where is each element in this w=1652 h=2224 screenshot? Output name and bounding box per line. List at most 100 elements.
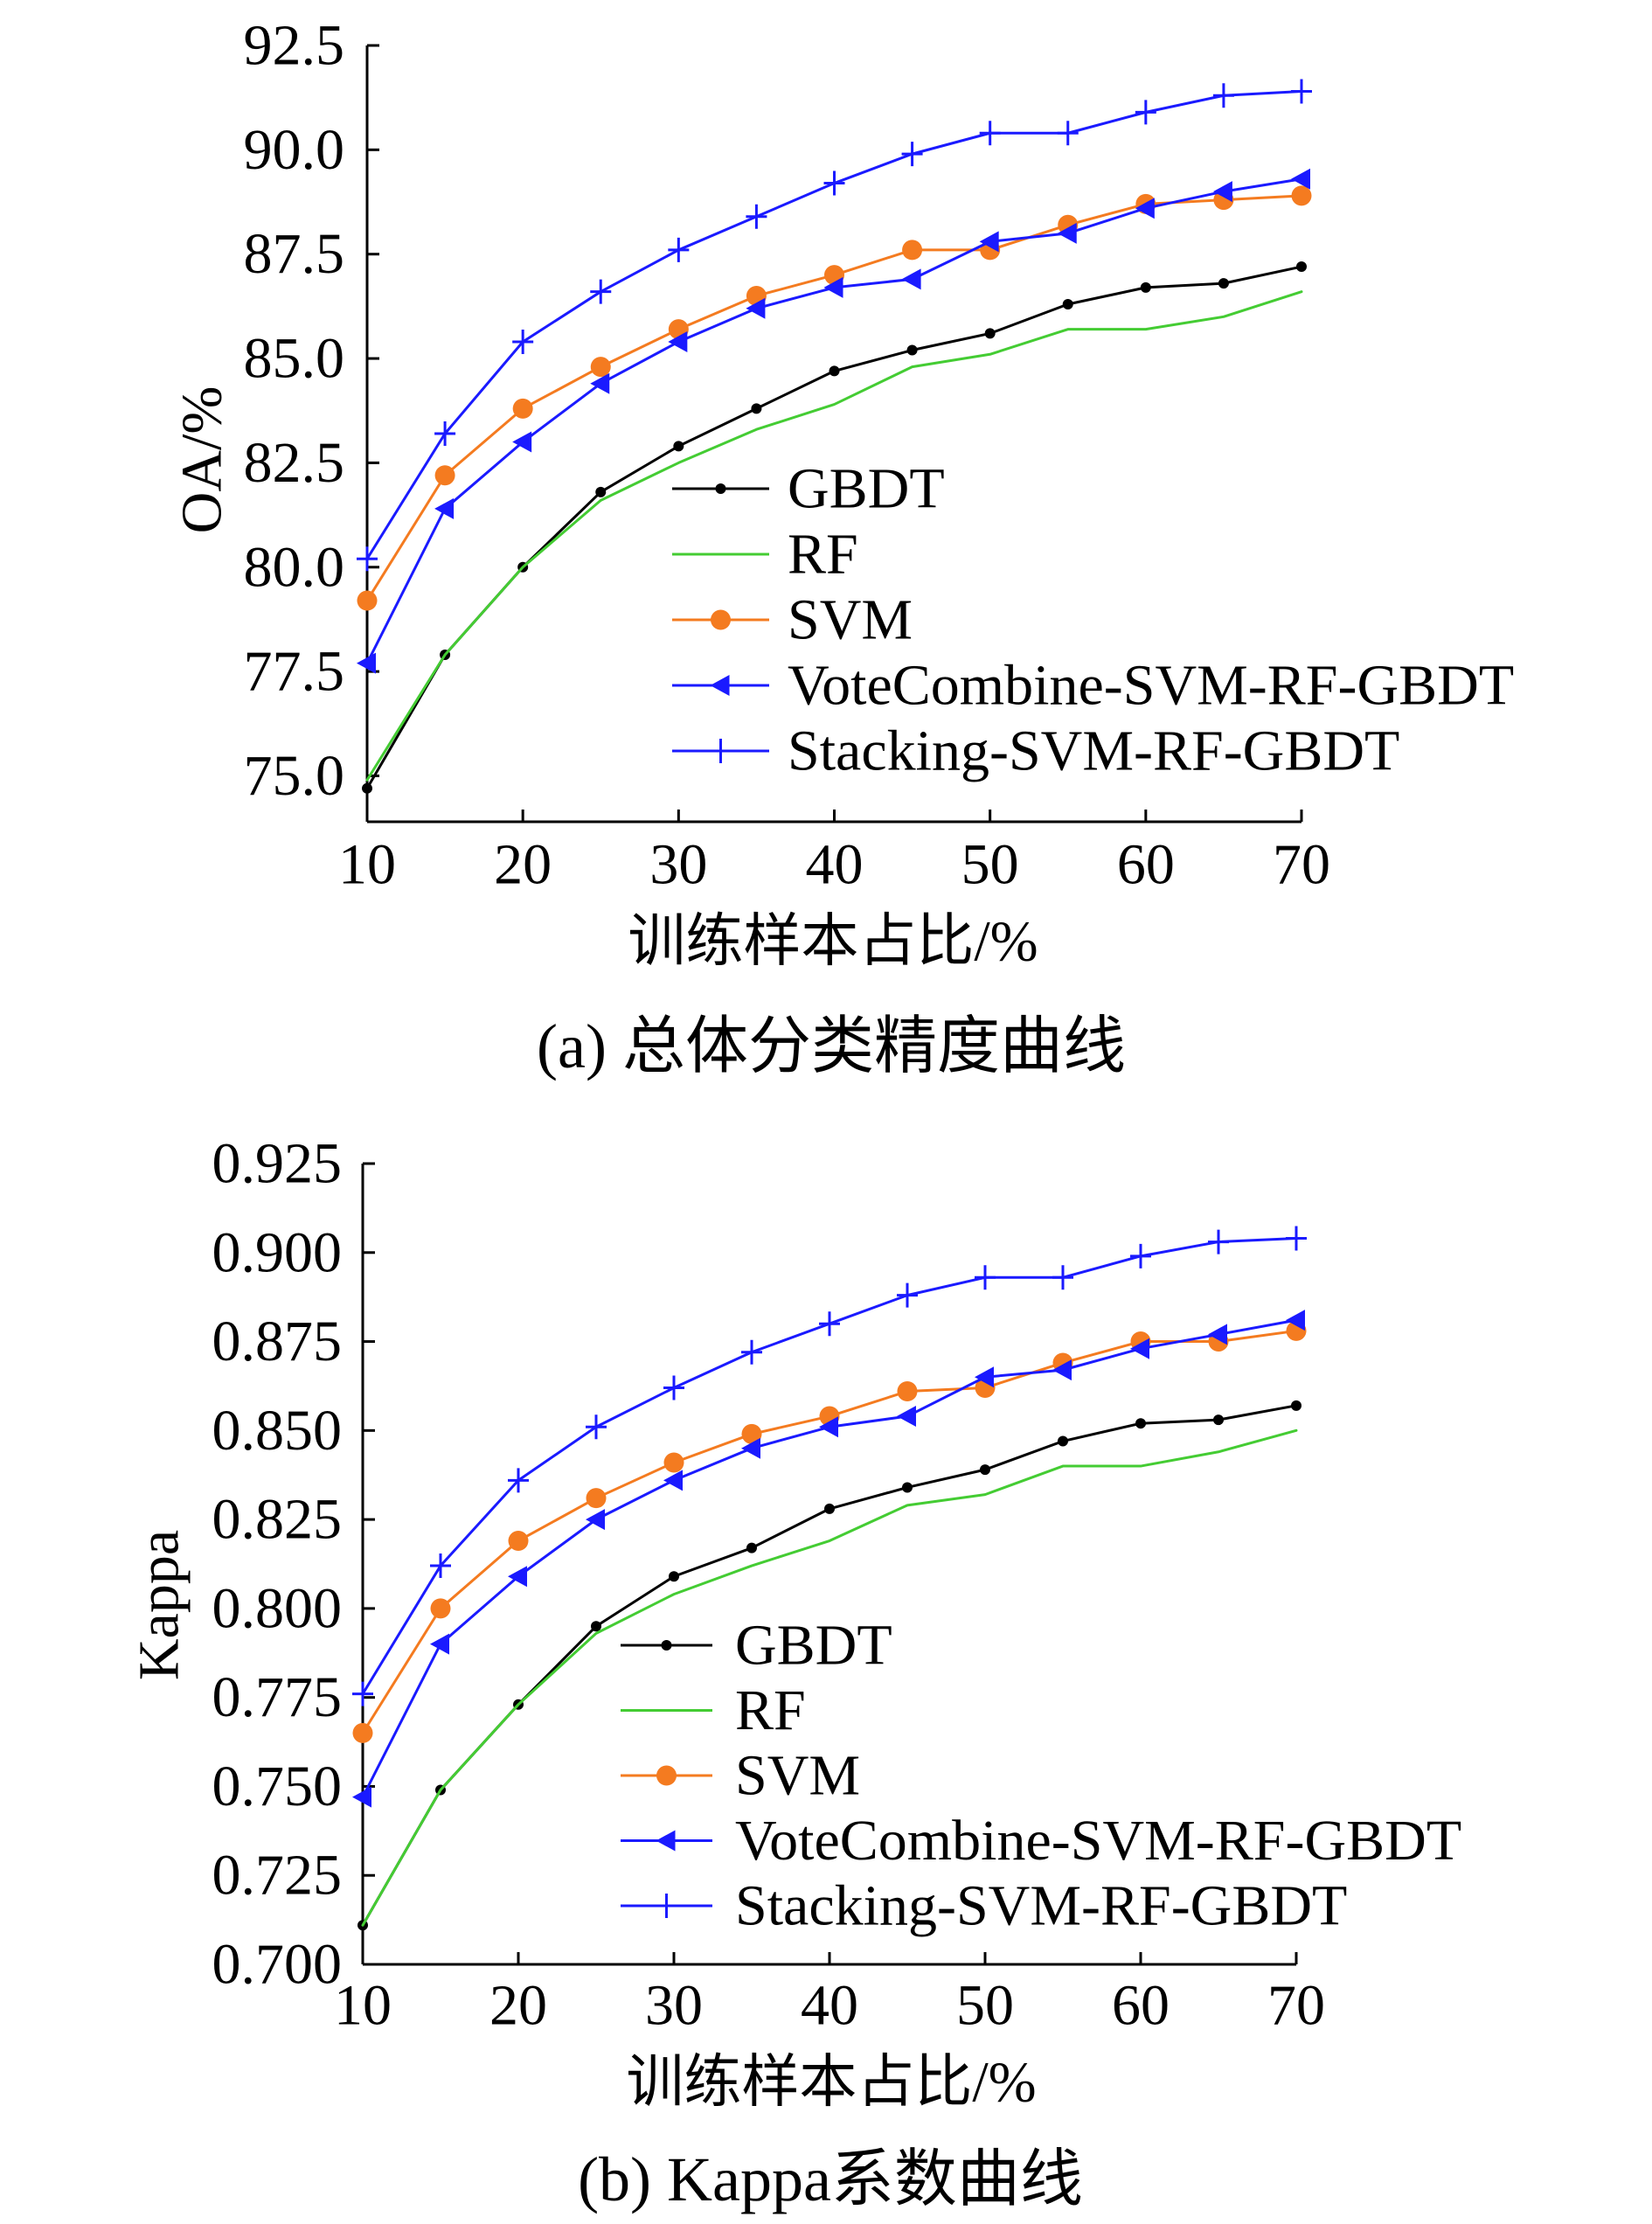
legend-marker-gbdt: [662, 1640, 672, 1651]
x-tick-label: 60: [1117, 833, 1175, 897]
y-tick-label: 77.5: [244, 640, 345, 704]
point-gbdt-35: [746, 1543, 757, 1553]
point-svm-30: [664, 1452, 684, 1472]
point-stacking-svm-rf-gbdt-45: [897, 1283, 918, 1308]
legend-marker-votecombine-svm-rf-gbdt: [656, 1831, 676, 1852]
legend-label-votecombine-svm-rf-gbdt: VoteCombine-SVM-RF-GBDT: [735, 1809, 1461, 1873]
point-gbdt-60: [1141, 282, 1151, 293]
point-gbdt-50: [985, 328, 996, 338]
x-tick-label: 40: [801, 1974, 858, 2038]
legend-marker-svm: [656, 1766, 677, 1786]
point-svm-20: [509, 1531, 529, 1551]
y-tick-label: 75.0: [244, 744, 345, 808]
legend-marker-stacking-svm-rf-gbdt: [711, 739, 732, 763]
point-gbdt-55: [1058, 1436, 1068, 1447]
point-svm-10: [357, 590, 378, 610]
y-tick-label: 0.825: [212, 1488, 343, 1552]
point-stacking-svm-rf-gbdt-45: [902, 142, 923, 166]
point-stacking-svm-rf-gbdt-65: [1213, 83, 1234, 108]
x-tick-label: 20: [489, 1974, 547, 2038]
legend-label-votecombine-svm-rf-gbdt: VoteCombine-SVM-RF-GBDT: [788, 654, 1514, 718]
legend: GBDTRFSVMVoteCombine-SVM-RF-GBDTStacking…: [672, 457, 1514, 783]
point-votecombine-svm-rf-gbdt-15: [430, 1634, 449, 1655]
legend-marker-votecombine-svm-rf-gbdt: [711, 675, 730, 696]
point-stacking-svm-rf-gbdt-40: [819, 1311, 840, 1336]
y-tick-label: 0.775: [212, 1665, 343, 1729]
legend-label-stacking-svm-rf-gbdt: Stacking-SVM-RF-GBDT: [788, 719, 1399, 783]
point-gbdt-65: [1218, 278, 1229, 288]
legend-label-rf: RF: [735, 1678, 806, 1742]
x-axis-label: 训练样本占比/%: [626, 2051, 1036, 2115]
point-svm-15: [435, 465, 455, 485]
point-gbdt-45: [907, 345, 918, 356]
point-svm-10: [353, 1723, 373, 1743]
y-axis-label: Kappa: [128, 1530, 191, 1680]
y-tick-label: 0.750: [212, 1755, 343, 1818]
point-svm-25: [587, 1488, 607, 1508]
point-svm-20: [513, 399, 533, 419]
point-svm-15: [431, 1598, 451, 1618]
x-tick-label: 50: [961, 833, 1019, 897]
point-stacking-svm-rf-gbdt-50: [975, 1265, 996, 1289]
point-gbdt-65: [1213, 1414, 1224, 1425]
point-stacking-svm-rf-gbdt-40: [824, 171, 845, 196]
point-gbdt-10: [362, 783, 372, 794]
chart-caption: (a) 总体分类精度曲线: [537, 1011, 1126, 1081]
y-tick-label: 0.850: [212, 1399, 343, 1463]
y-tick-label: 0.700: [212, 1933, 343, 1997]
x-tick-label: 50: [956, 1974, 1014, 2038]
point-stacking-svm-rf-gbdt-70: [1286, 1226, 1307, 1250]
y-axis-label: OA/%: [170, 386, 234, 534]
y-tick-label: 80.0: [244, 535, 345, 599]
point-svm-45: [902, 240, 922, 260]
figure-canvas: OA/% 训练样本占比/% (a) 总体分类精度曲线 75.0 77.5 80.0 8…: [0, 0, 1652, 2224]
point-gbdt-70: [1291, 1400, 1301, 1411]
point-gbdt-35: [751, 403, 761, 414]
point-gbdt-70: [1296, 261, 1307, 272]
x-tick-label: 10: [334, 1974, 392, 2038]
y-tick-label: 0.900: [212, 1220, 343, 1284]
legend: GBDTRFSVMVoteCombine-SVM-RF-GBDTStacking…: [621, 1614, 1461, 1938]
point-gbdt-30: [669, 1571, 679, 1581]
point-stacking-svm-rf-gbdt-50: [980, 121, 1001, 145]
legend-marker-svm: [711, 610, 731, 630]
point-stacking-svm-rf-gbdt-60: [1130, 1244, 1151, 1268]
y-tick-label: 0.875: [212, 1310, 343, 1373]
x-tick-label: 70: [1273, 833, 1330, 897]
y-tick-label: 0.725: [212, 1844, 343, 1908]
legend-marker-gbdt: [716, 483, 726, 494]
point-gbdt-30: [673, 441, 684, 451]
point-stacking-svm-rf-gbdt-35: [746, 205, 767, 229]
y-tick-label: 0.800: [212, 1576, 343, 1640]
x-axis-label: 训练样本占比/%: [628, 910, 1038, 974]
point-votecombine-svm-rf-gbdt-45: [897, 1406, 916, 1427]
x-tick-label: 30: [645, 1974, 703, 2038]
y-tick-label: 82.5: [244, 431, 345, 495]
point-stacking-svm-rf-gbdt-60: [1135, 100, 1156, 124]
point-svm-70: [1292, 185, 1312, 205]
y-tick-label: 92.5: [244, 14, 345, 78]
x-tick-label: 70: [1267, 1974, 1325, 2038]
legend-label-svm: SVM: [735, 1744, 860, 1808]
point-votecombine-svm-rf-gbdt-15: [434, 498, 454, 519]
point-gbdt-40: [829, 365, 840, 376]
legend-label-gbdt: GBDT: [735, 1614, 892, 1678]
legend-label-svm: SVM: [788, 588, 913, 652]
x-tick-label: 10: [338, 833, 396, 897]
point-svm-45: [898, 1381, 918, 1401]
chart-oa: OA/% 训练样本占比/% (a) 总体分类精度曲线 75.0 77.5 80.0 8…: [170, 14, 1515, 1082]
point-votecombine-svm-rf-gbdt-30: [663, 1470, 683, 1491]
point-gbdt-25: [595, 487, 606, 497]
y-tick-label: 87.5: [244, 222, 345, 286]
legend-label-stacking-svm-rf-gbdt: Stacking-SVM-RF-GBDT: [735, 1874, 1347, 1938]
point-votecombine-svm-rf-gbdt-45: [902, 268, 921, 289]
point-gbdt-45: [902, 1482, 913, 1492]
point-stacking-svm-rf-gbdt-55: [1052, 1265, 1073, 1289]
x-tick-label: 30: [649, 833, 707, 897]
y-tick-label: 90.0: [244, 118, 345, 182]
point-gbdt-25: [591, 1621, 601, 1631]
point-gbdt-60: [1135, 1418, 1146, 1428]
x-tick-label: 60: [1112, 1974, 1170, 2038]
y-tick-label: 85.0: [244, 327, 345, 391]
legend-marker-stacking-svm-rf-gbdt: [656, 1894, 677, 1918]
